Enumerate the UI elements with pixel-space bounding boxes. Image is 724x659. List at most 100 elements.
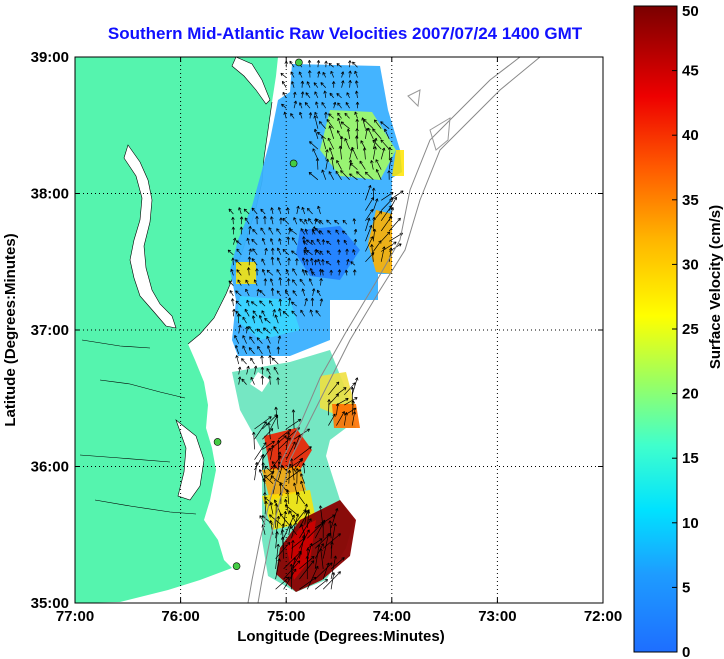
velocity-arrow — [344, 382, 356, 396]
station-marker — [289, 159, 298, 168]
velocity-arrow — [313, 82, 319, 88]
velocity-arrow — [336, 93, 342, 99]
velocity-arrow — [274, 314, 279, 324]
velocity-arrow — [308, 171, 319, 181]
velocity-arrow — [235, 355, 240, 365]
station-marker — [232, 562, 241, 570]
velocity-arrow — [349, 162, 358, 170]
velocity-arrow — [325, 240, 332, 245]
velocity-arrow — [263, 474, 274, 484]
velocity-arrow — [304, 102, 311, 109]
velocity-arrow — [365, 217, 371, 232]
velocity-arrow — [276, 228, 282, 235]
velocity-arrow — [261, 462, 266, 474]
velocity-vectors — [227, 59, 404, 590]
velocity-arrow — [278, 298, 283, 307]
velocity-arrow — [296, 205, 300, 215]
velocity-arrow — [352, 61, 358, 68]
velocity-arrow — [318, 121, 327, 129]
station-marker — [295, 58, 303, 67]
velocity-arrow — [260, 366, 265, 375]
velocity-arrow — [272, 309, 276, 317]
velocity-arrow — [330, 156, 335, 170]
velocity-arrow — [328, 125, 335, 140]
velocity-arrow — [289, 229, 298, 235]
velocity-arrow — [295, 258, 299, 266]
velocity-arrow — [290, 458, 295, 481]
station-marker — [213, 438, 222, 446]
velocity-arrow — [306, 81, 311, 88]
velocity-arrow — [260, 208, 266, 215]
velocity-arrow — [352, 249, 356, 255]
velocity-arrow — [242, 335, 247, 344]
velocity-arrow — [354, 111, 358, 119]
x-tick-label: 75:00 — [267, 608, 305, 625]
velocity-arrow — [244, 308, 250, 317]
velocity-arrow — [269, 278, 274, 286]
patch-mid-cyan — [236, 296, 300, 340]
colorbar-tick-label: 45 — [682, 63, 699, 80]
velocity-arrow — [245, 279, 250, 286]
patch-center-blue — [296, 226, 360, 280]
velocity-arrow — [242, 316, 247, 324]
velocity-arrow — [344, 269, 349, 276]
velocity-arrow — [330, 508, 339, 529]
velocity-arrow — [329, 269, 333, 276]
velocity-arrow — [344, 138, 350, 150]
velocity-arrow — [336, 130, 342, 140]
velocity-arrow — [287, 257, 291, 266]
velocity-arrow — [234, 345, 240, 355]
velocity-arrow — [381, 241, 397, 252]
velocity-arrow — [299, 102, 303, 109]
velocity-arrow — [321, 239, 326, 245]
velocity-arrow — [321, 169, 327, 180]
velocity-arrow — [251, 258, 258, 266]
velocity-arrow — [256, 288, 260, 296]
velocity-arrow — [308, 218, 313, 225]
velocity-arrow — [275, 576, 290, 590]
grid — [75, 57, 603, 603]
velocity-arrow — [304, 269, 308, 276]
velocity-arrow — [353, 238, 358, 245]
velocity-arrow — [227, 249, 234, 256]
velocity-arrow — [286, 278, 291, 286]
velocity-arrow — [354, 70, 358, 78]
velocity-arrow — [289, 60, 295, 68]
velocity-arrow — [326, 118, 334, 129]
velocity-arrow — [299, 555, 315, 570]
velocity-arrow — [299, 518, 312, 539]
velocity-arrow — [325, 261, 332, 266]
velocity-arrow — [326, 250, 332, 256]
velocity-arrow — [252, 310, 258, 317]
velocity-arrow — [315, 101, 319, 109]
velocity-arrow — [237, 366, 242, 375]
velocity-arrow — [264, 496, 274, 505]
velocity-arrow — [293, 446, 312, 460]
y-tick-label: 39:00 — [31, 49, 69, 66]
velocity-arrow — [258, 469, 266, 484]
velocity-arrow — [250, 357, 255, 365]
velocity-arrow — [293, 217, 298, 225]
velocity-arrow — [328, 62, 334, 68]
velocity-arrow — [261, 258, 266, 266]
velocity-arrow — [236, 269, 242, 276]
velocity-arrow — [276, 257, 282, 266]
velocity-arrow — [311, 228, 316, 235]
velocity-arrow — [283, 568, 297, 590]
velocity-arrow — [388, 157, 393, 170]
velocity-arrow — [300, 91, 305, 98]
velocity-arrow — [314, 111, 319, 119]
x-tick-label: 73:00 — [478, 608, 516, 625]
velocity-arrow — [293, 428, 311, 440]
velocity-arrow — [314, 579, 329, 590]
velocity-arrow — [308, 112, 313, 119]
velocity-arrow — [336, 259, 341, 266]
velocity-arrow — [316, 60, 321, 68]
velocity-arrow — [262, 440, 275, 450]
velocity-arrow — [309, 309, 313, 317]
velocity-arrow — [331, 81, 336, 88]
colorbar-tick-label: 30 — [682, 256, 699, 273]
velocity-arrow — [280, 529, 285, 549]
velocity-arrow — [283, 514, 295, 539]
velocity-arrow — [322, 571, 341, 590]
